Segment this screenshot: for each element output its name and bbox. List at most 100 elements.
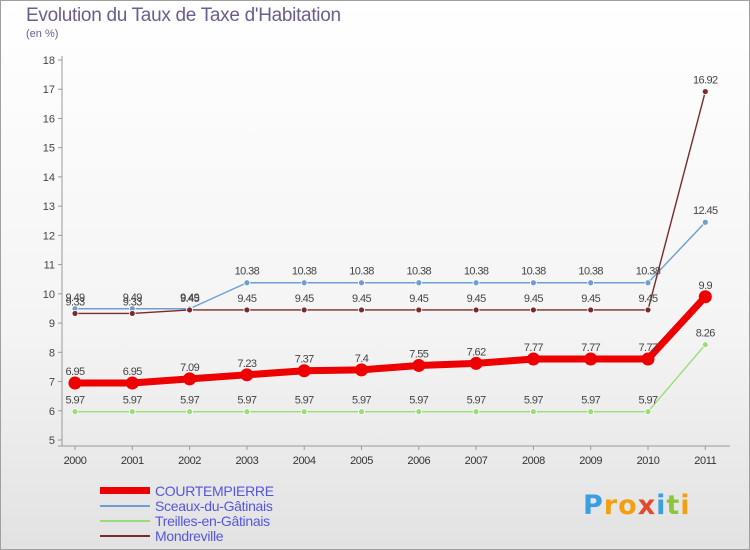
data-label-mondreville: 9.45 (295, 293, 314, 305)
legend-item: Treilles-en-Gâtinais (100, 512, 274, 529)
data-point-mondreville (530, 306, 537, 314)
data-point-courtempierre (584, 352, 598, 366)
data-point-treilles (472, 408, 480, 416)
data-label-mondreville: 9.45 (180, 293, 199, 305)
series-line-courtempierre (75, 294, 708, 387)
x-tick-label: 2001 (121, 455, 144, 467)
data-label-sceaux: 10.38 (407, 266, 432, 278)
data-label-sceaux: 9.49 (180, 292, 199, 304)
logo-letter: t (666, 490, 681, 521)
data-point-mondreville (701, 88, 709, 95)
legend-swatch-courtempierre (100, 487, 150, 495)
data-label-mondreville: 9.45 (638, 293, 657, 305)
data-point-treilles (415, 408, 423, 416)
y-tick-label: 6 (49, 406, 55, 418)
data-point-sceaux (644, 279, 652, 287)
logo-letter: i (680, 490, 691, 521)
data-point-sceaux (530, 279, 537, 287)
data-point-mondreville (358, 306, 365, 314)
data-point-courtempierre (641, 352, 655, 366)
data-label-courtempierre: 9.9 (699, 280, 713, 292)
legend-swatch-sceaux (100, 504, 150, 507)
data-label-courtempierre: 7.23 (237, 358, 256, 370)
data-point-courtempierre (412, 358, 426, 372)
data-point-treilles (358, 408, 365, 416)
data-point-mondreville (128, 310, 136, 317)
data-point-treilles (587, 408, 595, 416)
data-label-treilles: 5.97 (524, 395, 543, 407)
data-label-courtempierre: 7.62 (467, 346, 486, 358)
x-tick-label: 2011 (694, 455, 716, 467)
logo-letter: x (637, 490, 657, 521)
data-label-courtempierre: 6.95 (123, 366, 142, 378)
x-tick-label: 2005 (350, 455, 373, 467)
x-tick-label: 2010 (637, 455, 660, 467)
y-tick-label: 14 (43, 172, 55, 184)
legend-swatch-mondreville (100, 534, 150, 537)
data-label-mondreville: 9.45 (352, 293, 371, 305)
data-label-sceaux: 10.38 (578, 266, 603, 278)
y-tick-label: 8 (49, 347, 55, 359)
y-tick-label: 10 (43, 289, 55, 301)
data-label-sceaux: 9.49 (123, 292, 142, 304)
data-point-sceaux (243, 279, 251, 287)
data-point-courtempierre (469, 356, 483, 370)
data-point-treilles (128, 408, 136, 416)
data-label-sceaux: 12.45 (693, 205, 718, 217)
proxiti-logo: Proxiti (583, 490, 691, 521)
data-point-treilles (530, 408, 537, 416)
data-point-courtempierre (526, 352, 540, 366)
data-point-mondreville (587, 306, 595, 314)
data-label-treilles: 5.97 (180, 395, 199, 407)
data-label-mondreville: 9.45 (524, 293, 543, 305)
y-tick-label: 17 (43, 84, 55, 96)
data-point-courtempierre (68, 376, 82, 390)
x-tick-label: 2003 (235, 455, 258, 467)
data-point-treilles (71, 408, 79, 416)
y-tick-label: 7 (49, 377, 55, 389)
data-label-courtempierre: 7.37 (295, 354, 314, 366)
series-line-sceaux (75, 221, 706, 310)
data-point-mondreville (186, 306, 194, 314)
data-point-courtempierre (297, 364, 311, 378)
data-label-mondreville: 9.33 (65, 296, 84, 308)
data-label-courtempierre: 7.77 (524, 342, 543, 354)
data-label-mondreville: 9.45 (409, 293, 428, 305)
data-label-treilles: 8.26 (696, 328, 715, 340)
data-label-courtempierre: 7.77 (581, 342, 600, 354)
chart-unit: (en %) (26, 28, 59, 40)
logo-letter: i (656, 490, 667, 521)
legend-label-treilles: Treilles-en-Gâtinais (155, 512, 270, 529)
data-label-sceaux: 10.38 (521, 266, 546, 278)
data-label-courtempierre: 7.09 (180, 362, 199, 374)
y-tick-label: 13 (43, 201, 55, 213)
data-point-treilles (243, 408, 251, 416)
y-tick-label: 9 (49, 318, 55, 330)
data-point-courtempierre (355, 363, 368, 377)
series-line-treilles (75, 344, 706, 413)
data-label-treilles: 5.97 (467, 395, 486, 407)
data-label-mondreville: 9.45 (237, 293, 256, 305)
data-label-sceaux: 10.38 (349, 266, 374, 278)
data-point-courtempierre (125, 376, 139, 390)
data-label-sceaux: 9.49 (65, 292, 84, 304)
data-label-treilles: 5.97 (295, 395, 314, 407)
x-tick-label: 2002 (178, 455, 201, 467)
logo-letter: P (583, 490, 604, 521)
data-label-treilles: 5.97 (123, 395, 142, 407)
legend-label-sceaux: Sceaux-du-Gâtinais (155, 497, 273, 514)
data-label-mondreville: 9.45 (467, 293, 486, 305)
data-point-mondreville (300, 306, 308, 314)
data-point-mondreville (243, 306, 251, 314)
x-tick-label: 2009 (579, 455, 602, 467)
x-tick-label: 2000 (64, 455, 87, 467)
data-label-courtempierre: 6.95 (65, 366, 84, 378)
legend-item: COURTEMPIERRE (100, 482, 274, 499)
data-label-sceaux: 10.38 (235, 266, 260, 278)
x-tick-label: 2007 (465, 455, 488, 467)
data-point-treilles (644, 408, 652, 416)
data-label-courtempierre: 7.4 (355, 353, 369, 365)
legend-swatch-treilles (100, 519, 150, 522)
